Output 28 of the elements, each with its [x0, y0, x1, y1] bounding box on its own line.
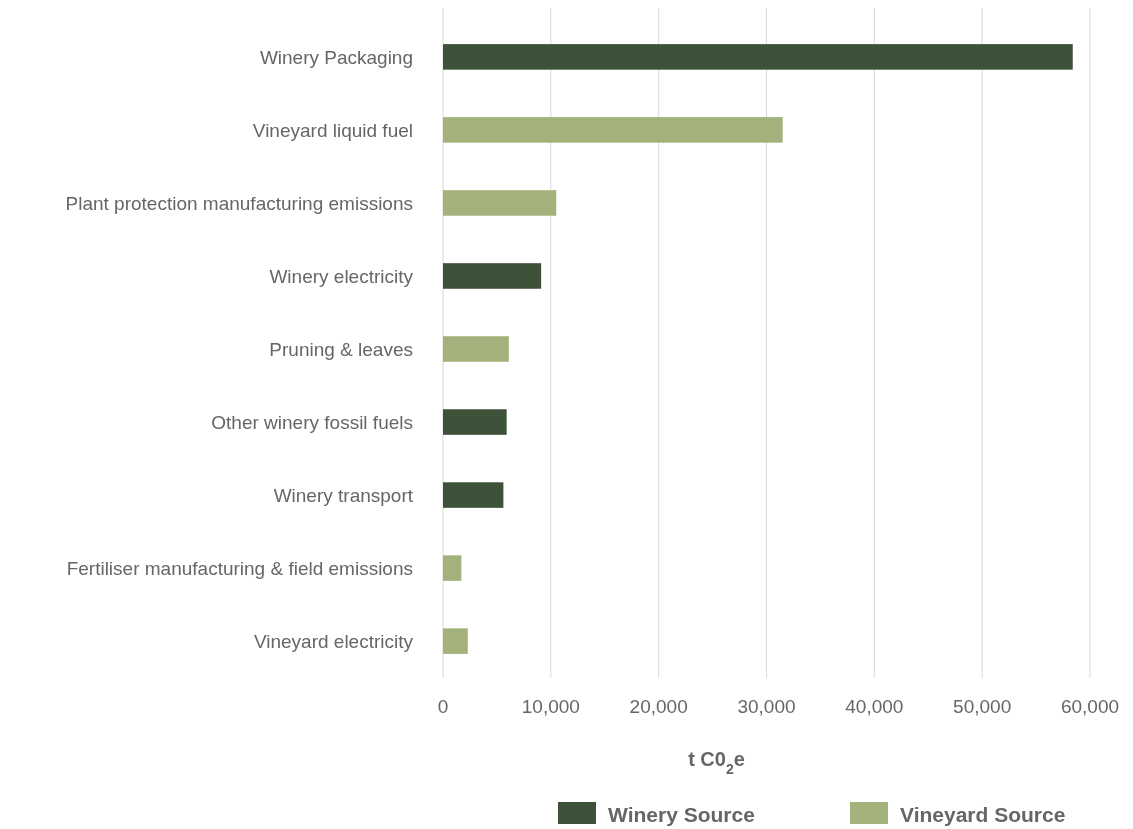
legend-label: Winery Source — [608, 803, 755, 827]
y-tick-label: Winery transport — [273, 484, 414, 506]
y-tick-label: Other winery fossil fuels — [211, 411, 413, 433]
bar — [443, 555, 462, 581]
legend-label: Vineyard Source — [900, 803, 1066, 827]
x-tick-label: 20,000 — [629, 696, 688, 717]
x-axis-title: t C0$_{2}$e — [688, 748, 745, 777]
x-tick-label: 50,000 — [953, 696, 1012, 717]
y-tick-label: Winery electricity — [269, 265, 414, 287]
bar — [443, 628, 468, 654]
y-tick-label: Pruning & leaves — [269, 338, 413, 360]
y-tick-label: Vineyard liquid fuel — [252, 119, 413, 141]
x-tick-label: 60,000 — [1060, 696, 1120, 717]
bar — [443, 44, 1073, 70]
bar — [443, 190, 557, 216]
x-tick-label: 30,000 — [737, 696, 796, 717]
y-tick-label: Fertiliser manufacturing & field emissions — [66, 557, 413, 579]
y-tick-label: Plant protection manufacturing emissions — [65, 192, 413, 214]
x-tick-label: 0 — [437, 696, 449, 717]
x-tick-label: 10,000 — [521, 696, 580, 717]
bar — [443, 409, 507, 435]
bar — [443, 336, 509, 362]
bar — [443, 482, 504, 508]
bar — [443, 263, 542, 289]
y-tick-label: Vineyard electricity — [253, 630, 414, 652]
x-tick-label: 40,000 — [845, 696, 904, 717]
bar — [443, 117, 783, 143]
y-tick-label: Winery Packaging — [259, 46, 413, 68]
